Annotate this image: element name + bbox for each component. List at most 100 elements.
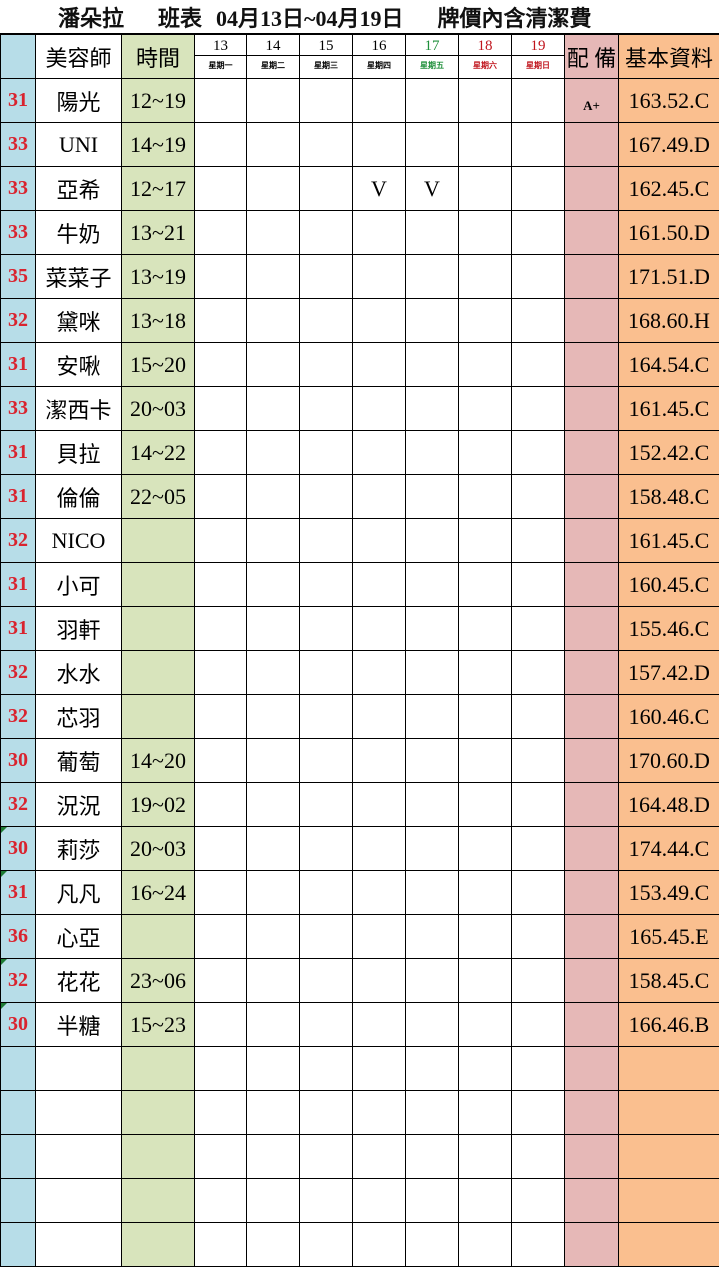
- day-cell[interactable]: [247, 167, 300, 211]
- info-cell[interactable]: 168.60.H: [619, 299, 719, 343]
- day-cell[interactable]: [459, 1135, 512, 1179]
- day-cell[interactable]: [459, 387, 512, 431]
- day-cell[interactable]: [459, 1047, 512, 1091]
- stylist-name-cell[interactable]: 陽光: [36, 79, 122, 123]
- day-cell[interactable]: [512, 739, 565, 783]
- equip-cell[interactable]: [565, 651, 619, 695]
- day-cell[interactable]: [300, 607, 353, 651]
- day-cell[interactable]: [353, 431, 406, 475]
- info-cell[interactable]: 161.45.C: [619, 519, 719, 563]
- day-cell[interactable]: [353, 1091, 406, 1135]
- stylist-name-cell[interactable]: 小可: [36, 563, 122, 607]
- info-cell[interactable]: 161.50.D: [619, 211, 719, 255]
- stylist-name-cell[interactable]: 倫倫: [36, 475, 122, 519]
- info-cell[interactable]: 164.48.D: [619, 783, 719, 827]
- age-cell[interactable]: 31: [1, 79, 36, 123]
- day-cell[interactable]: [353, 607, 406, 651]
- age-cell[interactable]: 30: [1, 827, 36, 871]
- day-cell[interactable]: [300, 871, 353, 915]
- equip-cell[interactable]: [565, 387, 619, 431]
- time-cell[interactable]: 13~18: [122, 299, 195, 343]
- day-cell[interactable]: [195, 1135, 247, 1179]
- day-cell[interactable]: [512, 563, 565, 607]
- day-cell[interactable]: [406, 827, 459, 871]
- day-cell[interactable]: [353, 1047, 406, 1091]
- day-cell[interactable]: [512, 827, 565, 871]
- day-cell[interactable]: [406, 431, 459, 475]
- day-cell[interactable]: [406, 1091, 459, 1135]
- day-cell[interactable]: [353, 739, 406, 783]
- day-cell[interactable]: [406, 607, 459, 651]
- day-cell[interactable]: [195, 915, 247, 959]
- stylist-name-cell[interactable]: 亞希: [36, 167, 122, 211]
- info-cell[interactable]: [619, 1047, 719, 1091]
- age-cell[interactable]: 30: [1, 1003, 36, 1047]
- day-cell[interactable]: [195, 123, 247, 167]
- day-cell[interactable]: [353, 211, 406, 255]
- day-cell[interactable]: [406, 1047, 459, 1091]
- time-cell[interactable]: 16~24: [122, 871, 195, 915]
- day-cell[interactable]: [300, 387, 353, 431]
- day-cell[interactable]: [247, 1179, 300, 1223]
- equip-cell[interactable]: [565, 343, 619, 387]
- stylist-name-cell[interactable]: [36, 1091, 122, 1135]
- day-cell[interactable]: [406, 651, 459, 695]
- day-cell[interactable]: [195, 607, 247, 651]
- stylist-name-cell[interactable]: 凡凡: [36, 871, 122, 915]
- time-cell[interactable]: [122, 1223, 195, 1267]
- day-cell[interactable]: [247, 431, 300, 475]
- info-cell[interactable]: 161.45.C: [619, 387, 719, 431]
- day-cell[interactable]: [512, 475, 565, 519]
- time-cell[interactable]: 14~20: [122, 739, 195, 783]
- day-cell[interactable]: [512, 1135, 565, 1179]
- equip-cell[interactable]: [565, 1179, 619, 1223]
- time-cell[interactable]: 12~17: [122, 167, 195, 211]
- day-cell[interactable]: [459, 1223, 512, 1267]
- day-cell[interactable]: [247, 783, 300, 827]
- day-cell[interactable]: [459, 475, 512, 519]
- day-cell[interactable]: [300, 1091, 353, 1135]
- day-cell[interactable]: [459, 563, 512, 607]
- time-cell[interactable]: [122, 1091, 195, 1135]
- time-cell[interactable]: [122, 695, 195, 739]
- age-cell[interactable]: 30: [1, 739, 36, 783]
- day-cell[interactable]: [459, 651, 512, 695]
- day-cell[interactable]: [353, 915, 406, 959]
- equip-cell[interactable]: [565, 783, 619, 827]
- day-cell[interactable]: [195, 651, 247, 695]
- time-cell[interactable]: 22~05: [122, 475, 195, 519]
- day-cell[interactable]: [300, 563, 353, 607]
- stylist-name-cell[interactable]: 貝拉: [36, 431, 122, 475]
- time-cell[interactable]: [122, 563, 195, 607]
- equip-cell[interactable]: [565, 1047, 619, 1091]
- day-cell[interactable]: [247, 1091, 300, 1135]
- day-cell[interactable]: [459, 783, 512, 827]
- stylist-name-cell[interactable]: [36, 1135, 122, 1179]
- age-cell[interactable]: 31: [1, 607, 36, 651]
- equip-cell[interactable]: [565, 739, 619, 783]
- age-cell[interactable]: 32: [1, 695, 36, 739]
- day-cell[interactable]: [247, 651, 300, 695]
- day-cell[interactable]: [406, 871, 459, 915]
- day-cell[interactable]: [353, 651, 406, 695]
- day-cell[interactable]: [247, 607, 300, 651]
- day-cell[interactable]: [247, 563, 300, 607]
- time-cell[interactable]: 15~20: [122, 343, 195, 387]
- day-cell[interactable]: V: [353, 167, 406, 211]
- stylist-name-cell[interactable]: 芯羽: [36, 695, 122, 739]
- day-cell[interactable]: [247, 79, 300, 123]
- day-cell[interactable]: [459, 827, 512, 871]
- day-cell[interactable]: [459, 255, 512, 299]
- day-cell[interactable]: [512, 167, 565, 211]
- day-cell[interactable]: [459, 431, 512, 475]
- stylist-name-cell[interactable]: 潔西卡: [36, 387, 122, 431]
- age-cell[interactable]: [1, 1223, 36, 1267]
- age-cell[interactable]: [1, 1047, 36, 1091]
- day-cell[interactable]: [459, 695, 512, 739]
- stylist-name-cell[interactable]: 安啾: [36, 343, 122, 387]
- day-cell[interactable]: [406, 1135, 459, 1179]
- day-cell[interactable]: [406, 915, 459, 959]
- age-cell[interactable]: 31: [1, 475, 36, 519]
- day-cell[interactable]: [459, 1003, 512, 1047]
- day-cell[interactable]: [195, 783, 247, 827]
